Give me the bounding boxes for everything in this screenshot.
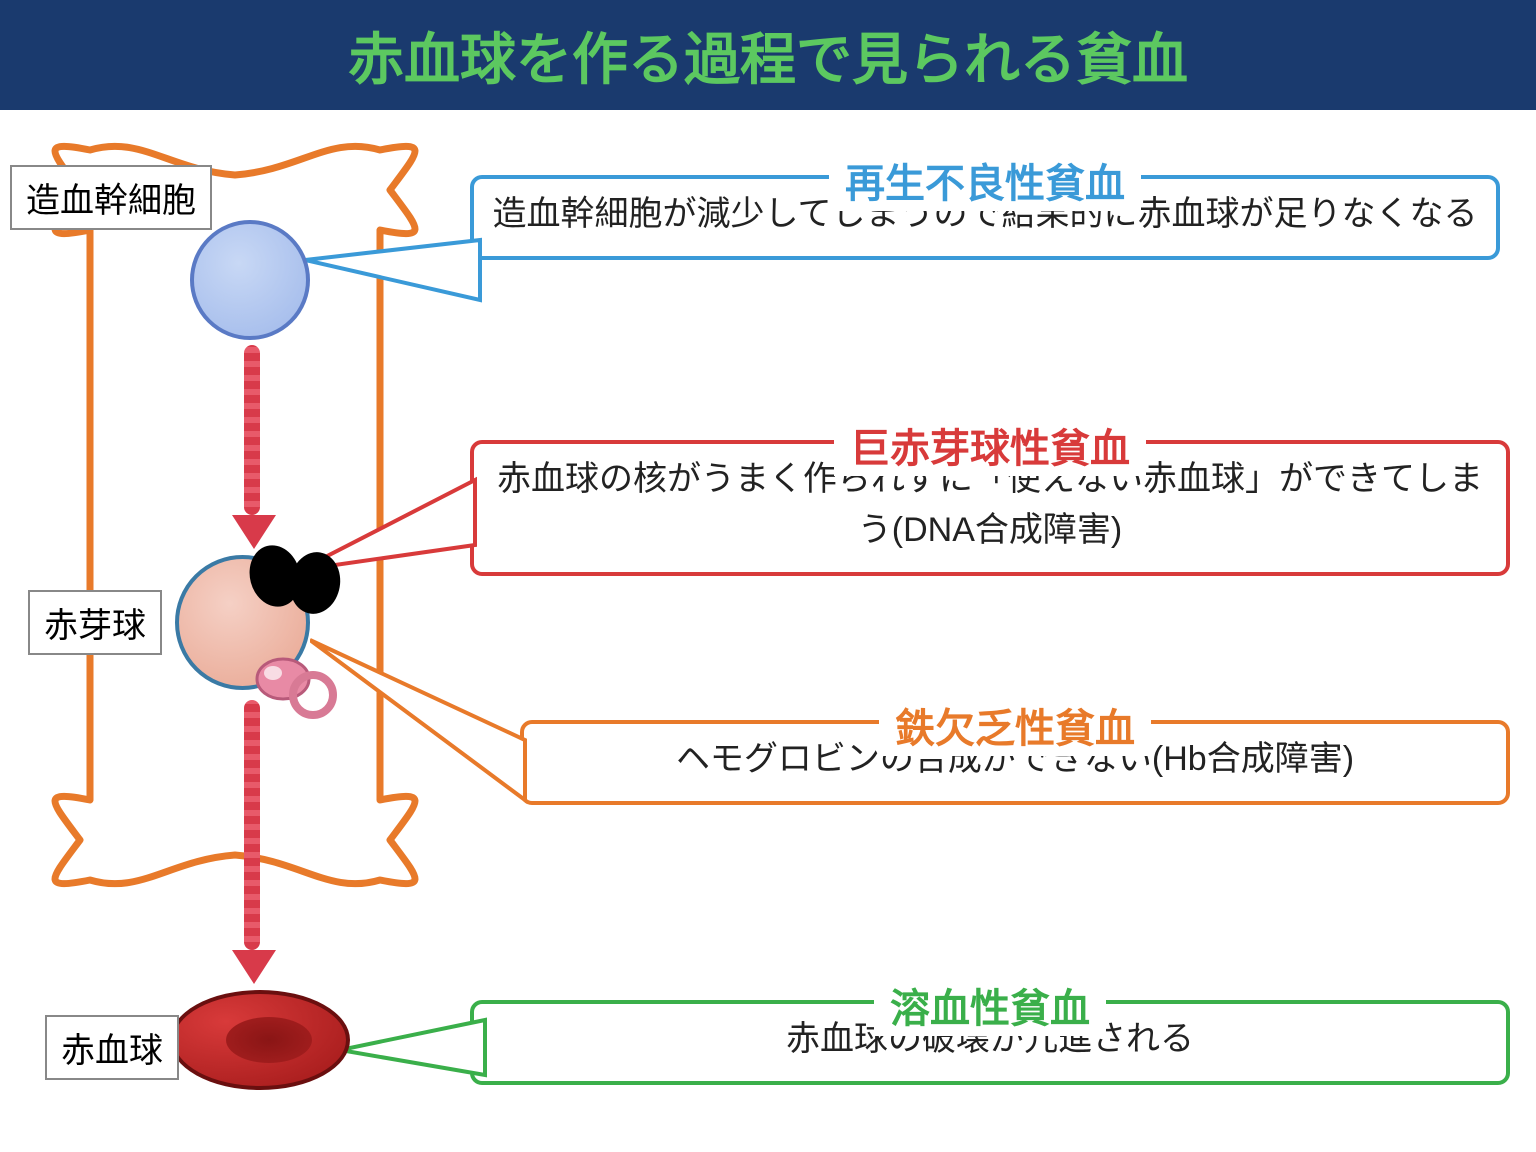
page-title: 赤血球を作る過程で見られる貧血	[348, 15, 1188, 96]
stem-cell-icon	[190, 220, 310, 340]
rbc-label: 赤血球	[45, 1015, 179, 1080]
callout-irondef: 鉄欠乏性貧血 ヘモグロビンの合成ができない(Hb合成障害)	[520, 720, 1510, 805]
callout-aplastic: 再生不良性貧血 造血幹細胞が減少してしまうので結果的に赤血球が足りなくなる	[470, 175, 1500, 260]
callout-pointer-icon	[305, 235, 485, 315]
callout-title: 溶血性貧血	[874, 974, 1106, 1036]
arrow-down-icon	[232, 345, 272, 549]
callout-megaloblastic: 巨赤芽球性貧血 赤血球の核がうまく作られずに「使えない赤血球」ができてしまう(D…	[470, 440, 1510, 576]
header-bar: 赤血球を作る過程で見られる貧血	[0, 0, 1536, 110]
callout-pointer-icon	[340, 1015, 490, 1085]
erythroblast-label: 赤芽球	[28, 590, 162, 655]
callout-title: 巨赤芽球性貧血	[834, 414, 1146, 476]
pacifier-icon	[255, 655, 345, 725]
callout-title: 鉄欠乏性貧血	[879, 694, 1151, 756]
rbc-icon	[170, 990, 350, 1090]
arrow-down-icon	[232, 700, 272, 984]
stem-cell-label: 造血幹細胞	[10, 165, 212, 230]
callout-title: 再生不良性貧血	[829, 149, 1141, 211]
callout-hemolytic: 溶血性貧血 赤血球の破壊が亢進される	[470, 1000, 1510, 1085]
